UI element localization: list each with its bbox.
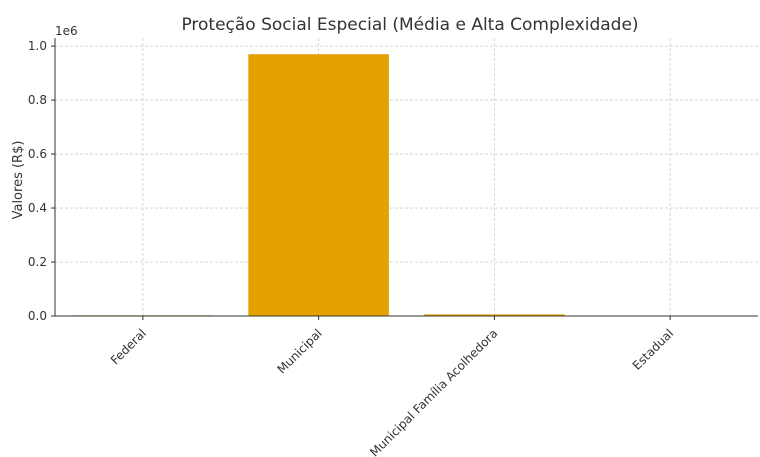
bars	[72, 54, 565, 316]
y-tick-label: 0.6	[28, 147, 47, 161]
y-tick-label: 0.8	[28, 93, 47, 107]
bar	[248, 54, 389, 316]
chart-title: Proteção Social Especial (Média e Alta C…	[181, 15, 638, 35]
x-tick-label: Estadual	[630, 326, 677, 373]
y-axis-label: Valores (R$)	[11, 141, 26, 220]
axes	[54, 38, 758, 317]
y-tick-label: 0.0	[28, 309, 47, 323]
y-scale-label: 1e6	[55, 24, 78, 38]
y-tick-label: 1.0	[28, 39, 47, 53]
y-ticks: 0.0 0.2 0.4 0.6 0.8 1.0	[28, 39, 55, 323]
grid-lines	[55, 38, 758, 317]
x-tick-label: Federal	[108, 326, 149, 367]
y-tick-label: 0.2	[28, 255, 47, 269]
x-ticks: Federal Municipal Municipal Família Acolhe…	[108, 316, 676, 457]
y-tick-label: 0.4	[28, 201, 47, 215]
x-tick-label: Municipal Família Acolhedora	[367, 326, 500, 457]
x-tick-label: Municipal	[274, 326, 324, 376]
bar	[424, 314, 565, 316]
